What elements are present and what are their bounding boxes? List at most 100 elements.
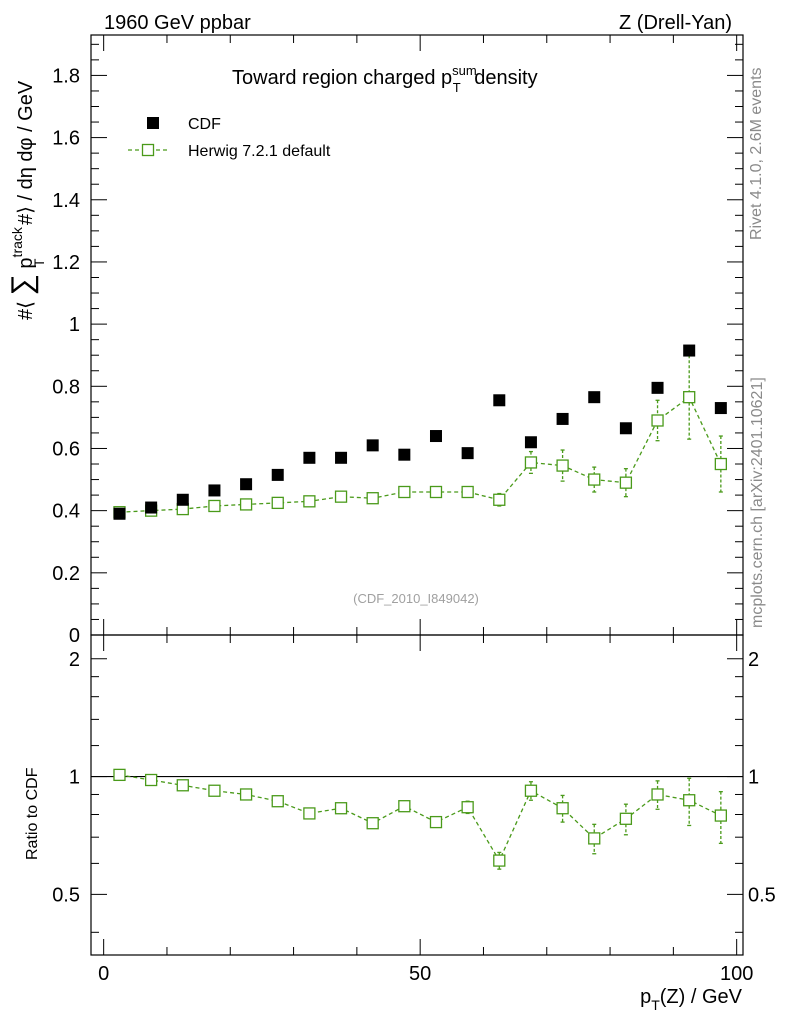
main-y-tick-label: 1.4: [52, 190, 80, 212]
main-y-axis-label: #⟨ ∑ ptrackT #⟩ / dη dφ / GeV: [6, 80, 47, 320]
herwig-point: [588, 832, 601, 845]
main-x-axis-ticks: [103, 35, 738, 635]
herwig-point: [271, 795, 284, 808]
cdf-point: [208, 484, 221, 497]
x-tick-label: 50: [409, 963, 431, 985]
ratio-y-axis-ticks: 0.5 0.5 1 1 2 2: [52, 649, 776, 933]
herwig-point: [651, 414, 664, 427]
analysis-id-watermark: (CDF_2010_I849042): [353, 591, 479, 606]
main-y-tick-label: 1: [69, 314, 80, 336]
herwig-point: [461, 485, 474, 499]
cdf-point: [145, 501, 158, 514]
cdf-point: [271, 468, 284, 481]
cdf-point: [398, 448, 411, 461]
ratio-y-tick-label-right: 0.5: [748, 884, 776, 906]
ratio-y-tick-label-right: 2: [748, 649, 759, 671]
ratio-plot-panel: 0.5 0.5 1 1 2 2 0 50 100: [52, 634, 776, 985]
main-plot-title: Toward region charged psum T density: [232, 63, 538, 95]
herwig-point: [366, 817, 379, 830]
rivet-version-label: Rivet 4.1.0, 2.6M events: [748, 67, 765, 240]
cdf-point: [493, 394, 506, 407]
herwig-point: [144, 773, 158, 787]
main-y-tick-label: 1.8: [52, 65, 80, 87]
cdf-point: [429, 430, 442, 443]
cdf-point: [619, 422, 632, 435]
ratio-plot-frame: [90, 634, 744, 956]
cdf-point: [683, 344, 696, 357]
x-axis-label: pT(Z) / GeV: [640, 986, 743, 1013]
herwig-point: [556, 459, 569, 472]
cdf-point: [714, 402, 727, 415]
legend-cdf-label: CDF: [188, 116, 221, 133]
cdf-point: [588, 391, 601, 404]
ratio-y-tick-label: 1: [69, 767, 80, 789]
herwig-point: [493, 493, 506, 506]
herwig-point: [239, 498, 253, 511]
herwig-point: [398, 800, 411, 813]
ratio-y-tick-label-right: 1: [748, 767, 759, 789]
main-y-tick-label: 0.2: [52, 563, 80, 585]
legend-cdf-marker: [147, 117, 159, 129]
cdf-point: [556, 412, 569, 425]
herwig-point: [461, 801, 474, 814]
herwig-point: [398, 485, 411, 499]
herwig-point: [334, 802, 348, 815]
cdf-series: [113, 344, 727, 520]
cdf-point: [303, 451, 316, 464]
main-y-tick-label: 0: [69, 625, 80, 647]
ratio-y-tick-label: 0.5: [52, 884, 80, 906]
herwig-point: [683, 391, 696, 404]
herwig-point: [303, 807, 316, 820]
cdf-point: [176, 493, 189, 506]
herwig-point: [714, 809, 727, 822]
x-tick-label: 0: [98, 963, 109, 985]
herwig-point: [556, 802, 569, 815]
herwig-point: [271, 496, 284, 510]
cdf-point: [335, 451, 348, 464]
herwig-point: [303, 495, 316, 508]
herwig-point: [208, 784, 221, 797]
herwig-point: [429, 485, 443, 499]
herwig-point: [176, 779, 189, 792]
ratio-y-axis-label: Ratio to CDF: [24, 767, 41, 860]
mcplots-label: mcplots.cern.ch [arXiv:2401.10621]: [749, 377, 766, 628]
herwig-point: [366, 492, 379, 505]
herwig-point: [714, 457, 727, 471]
main-y-tick-label: 1.2: [52, 252, 80, 274]
cdf-point: [113, 507, 126, 520]
herwig-point: [208, 499, 221, 513]
cdf-point: [524, 436, 537, 449]
herwig-point: [429, 815, 443, 829]
herwig-point: [588, 473, 601, 486]
main-plot-panel: 0 0.2 0.4 0.6 0.8 1 1.2 1.4 1.6 1.8 (CDF_2010_I84…: [52, 34, 744, 647]
legend-herwig-label: Herwig 7.2.1 default: [188, 143, 331, 160]
main-y-tick-label: 0.4: [52, 501, 80, 523]
herwig-point: [651, 788, 664, 801]
ratio-herwig-series: [113, 768, 727, 870]
header-right-label: Z (Drell-Yan): [619, 12, 732, 34]
main-y-tick-label: 0.8: [52, 376, 80, 398]
legend-herwig-marker: [141, 143, 155, 157]
herwig-point: [334, 490, 348, 503]
herwig-series: [113, 354, 727, 519]
header-left-label: 1960 GeV ppbar: [104, 12, 251, 34]
main-y-axis-ticks: 0 0.2 0.4 0.6 0.8 1 1.2 1.4 1.6 1.8: [52, 43, 743, 647]
cdf-point: [651, 381, 664, 394]
legend: CDF Herwig 7.2.1 default: [128, 116, 331, 160]
x-tick-label: 100: [720, 963, 753, 985]
herwig-point: [619, 476, 633, 489]
cdf-point: [240, 478, 253, 491]
herwig-point: [683, 794, 696, 807]
ratio-x-axis-ticks: 0 50 100: [98, 635, 753, 985]
main-y-tick-label: 1.6: [52, 128, 80, 150]
herwig-point: [524, 456, 538, 469]
herwig-point: [524, 784, 538, 797]
herwig-point: [239, 788, 253, 801]
ratio-y-tick-label: 2: [69, 649, 80, 671]
herwig-point: [619, 812, 633, 825]
main-y-tick-label: 0.6: [52, 438, 80, 460]
cdf-point: [461, 447, 474, 460]
cdf-point: [366, 439, 379, 452]
herwig-point: [493, 854, 506, 867]
